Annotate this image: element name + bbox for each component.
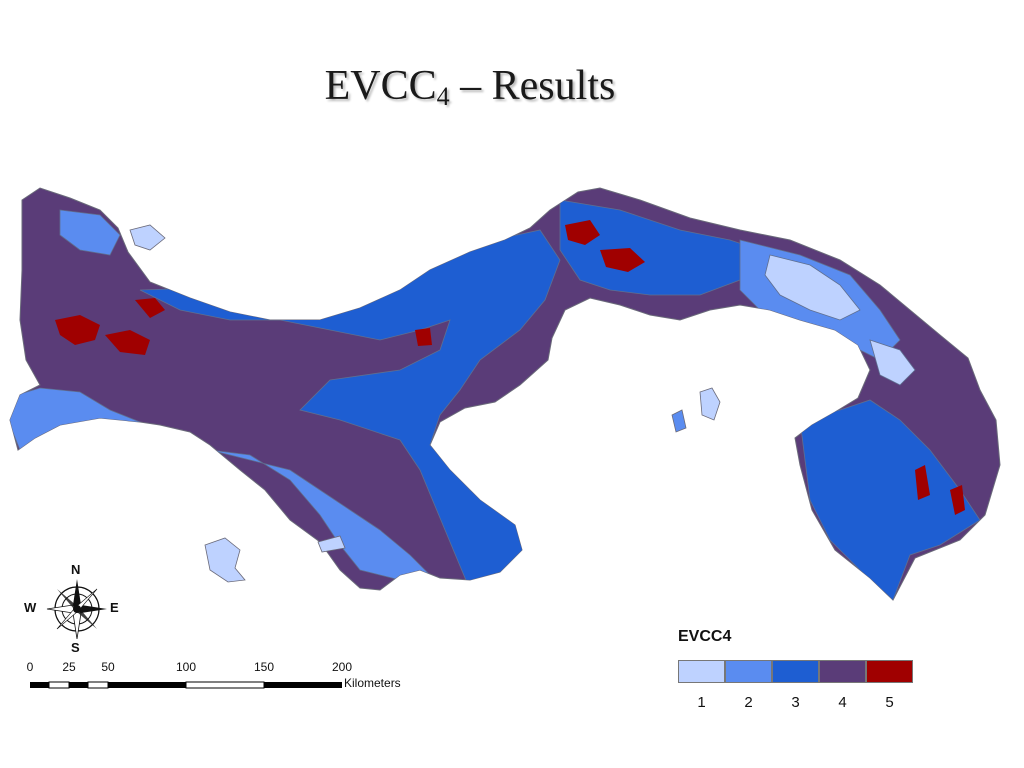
page-title: EVCC4 – Results xyxy=(0,62,940,112)
compass-s-label: S xyxy=(71,640,80,655)
zone-class-3 xyxy=(799,399,981,600)
island xyxy=(204,537,246,583)
legend-title: EVCC4 xyxy=(678,628,732,645)
title-main: EVCC xyxy=(324,63,437,109)
compass-e-label: E xyxy=(110,600,119,615)
zone-class-5 xyxy=(950,485,965,515)
island xyxy=(699,387,721,421)
zone-class-3 xyxy=(559,199,761,296)
compass-rose-icon xyxy=(46,579,107,640)
legend-swatch xyxy=(772,660,819,683)
legend-label: 3 xyxy=(791,694,800,711)
island xyxy=(317,535,346,553)
zone-class-5 xyxy=(105,330,150,355)
legend-label: 4 xyxy=(838,694,847,711)
evcc4-map xyxy=(9,187,1001,601)
scale-tick-label: 150 xyxy=(253,660,275,674)
island xyxy=(129,224,166,251)
zone-class-5 xyxy=(600,248,645,272)
zone-class-1 xyxy=(869,339,916,386)
legend-swatch xyxy=(866,660,913,683)
scale-tick-label: 200 xyxy=(331,660,353,674)
zone-class-1 xyxy=(764,254,861,321)
title-rest: – Results xyxy=(449,63,616,109)
legend-swatch xyxy=(678,660,725,683)
compass-n-label: N xyxy=(71,562,81,577)
legend-label: 5 xyxy=(885,694,894,711)
zone-class-5 xyxy=(415,328,432,346)
zone-class-5 xyxy=(55,315,100,345)
legend-label: 2 xyxy=(744,694,753,711)
scale-tick-label: 25 xyxy=(62,660,76,674)
scale-tick-label: 0 xyxy=(26,660,34,674)
scale-bar-graphic xyxy=(30,681,342,689)
title-subscript: 4 xyxy=(436,82,450,111)
zone-class-5 xyxy=(135,298,165,318)
zone-class-5 xyxy=(915,465,930,500)
zone-class-2 xyxy=(59,209,121,256)
compass-w-label: W xyxy=(24,600,37,615)
legend-swatch xyxy=(819,660,866,683)
scale-unit-label: Kilometers xyxy=(344,676,401,690)
island xyxy=(671,409,687,433)
scale-tick-label: 50 xyxy=(101,660,115,674)
north-arrow: N S W E xyxy=(24,562,132,658)
scale-tick-label: 100 xyxy=(175,660,197,674)
zone-class-5 xyxy=(565,220,600,245)
scale-bar: 0 25 50 100 150 200 Kilometers xyxy=(20,660,440,700)
legend-label: 1 xyxy=(697,694,706,711)
legend: EVCC4 1 2 3 4 5 xyxy=(678,628,928,718)
legend-swatch xyxy=(725,660,772,683)
